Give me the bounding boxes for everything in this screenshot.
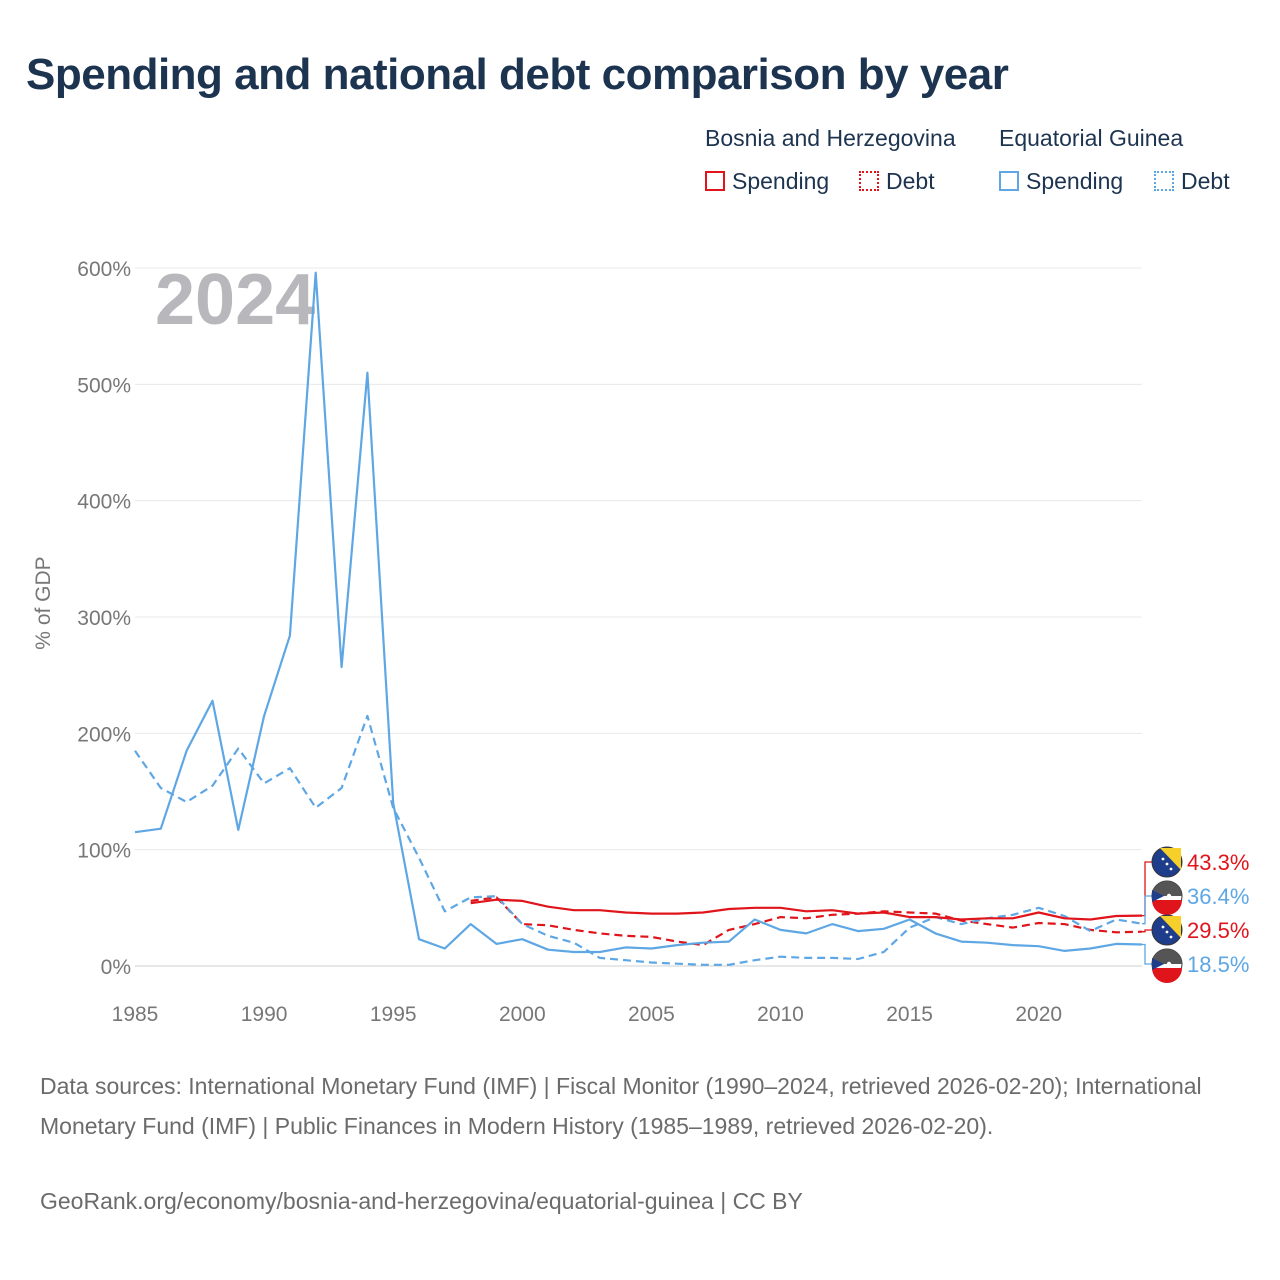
legend-swatch-dotted-blue	[1154, 171, 1174, 191]
legend-label-debt: Debt	[1181, 167, 1230, 194]
data-sources: Data sources: International Monetary Fun…	[40, 1073, 1202, 1139]
gridlines	[135, 267, 1142, 967]
x-tick-label: 1995	[370, 1003, 417, 1026]
end-label-connector	[1142, 943, 1152, 965]
series-lines	[134, 271, 1143, 966]
line-chart: 2024 0% 100% 200% 300% 400% 500% 600% 1985 1990…	[32, 258, 1249, 1026]
series-line-bosnia-and-herzegovina-spending[interactable]	[470, 898, 1143, 921]
y-tick-label: 400%	[77, 491, 131, 514]
bosnia-flag-icon	[1151, 914, 1183, 946]
legend-bosnia-spending[interactable]: Spending	[705, 166, 829, 196]
series-line-equatorial-guinea-spending[interactable]	[134, 271, 1143, 954]
x-tick-label: 1990	[241, 1003, 288, 1026]
y-tick-label: 0%	[101, 956, 131, 979]
y-tick-label: 300%	[77, 607, 131, 630]
y-axis-ticks: 0% 100% 200% 300% 400% 500% 600%	[77, 258, 131, 979]
legend-bosnia-debt[interactable]: Debt	[859, 166, 935, 196]
end-markers: 43.3% 36.4% 29.5% 18.5%	[1142, 846, 1249, 983]
end-label-connector	[1142, 895, 1152, 925]
series-line-bosnia-and-herzegovina-debt[interactable]	[470, 896, 1143, 947]
y-tick-label: 200%	[77, 723, 131, 746]
legend-swatch-dotted-red	[859, 171, 879, 191]
x-axis-ticks: 1985 1990 1995 2000 2005 2010 2015 2020	[112, 1003, 1062, 1026]
y-tick-label: 500%	[77, 374, 131, 397]
legend-swatch-solid-blue	[999, 171, 1019, 191]
legend-label-debt: Debt	[886, 167, 935, 194]
bosnia-flag-icon	[1151, 846, 1183, 878]
x-tick-label: 1985	[112, 1003, 159, 1026]
year-watermark: 2024	[155, 260, 315, 340]
x-tick-label: 2000	[499, 1003, 546, 1026]
legend-label-spending: Spending	[1026, 167, 1124, 194]
y-tick-label: 100%	[77, 840, 131, 863]
legend-country-equatorial-guinea: Equatorial Guinea	[999, 125, 1184, 151]
x-tick-label: 2020	[1015, 1003, 1062, 1026]
end-value-label: 36.4%	[1187, 884, 1249, 909]
legend-country-bosnia: Bosnia and Herzegovina	[705, 125, 956, 151]
x-tick-label: 2015	[886, 1003, 933, 1026]
legend-equatorial-guinea-debt[interactable]: Debt	[1154, 166, 1230, 196]
x-tick-label: 2010	[757, 1003, 804, 1026]
chart-title: Spending and national debt comparison by…	[26, 50, 1009, 99]
legend-equatorial-guinea-spending[interactable]: Spending	[999, 166, 1123, 196]
legend-swatch-solid-red	[705, 171, 725, 191]
legend-label-spending: Spending	[732, 167, 830, 194]
end-value-label: 29.5%	[1187, 918, 1249, 943]
source-url: GeoRank.org/economy/bosnia-and-herzegovi…	[40, 1188, 803, 1214]
end-value-label: 43.3%	[1187, 850, 1249, 875]
end-label-connector	[1142, 861, 1152, 917]
series-line-equatorial-guinea-debt[interactable]	[134, 714, 1143, 966]
end-value-label: 18.5%	[1187, 952, 1249, 977]
end-label-connector	[1142, 929, 1152, 933]
equatorial-guinea-flag-icon	[1151, 880, 1183, 915]
x-tick-label: 2005	[628, 1003, 675, 1026]
y-tick-label: 600%	[77, 258, 131, 281]
y-axis-label: % of GDP	[32, 556, 55, 649]
equatorial-guinea-flag-icon	[1151, 948, 1183, 983]
